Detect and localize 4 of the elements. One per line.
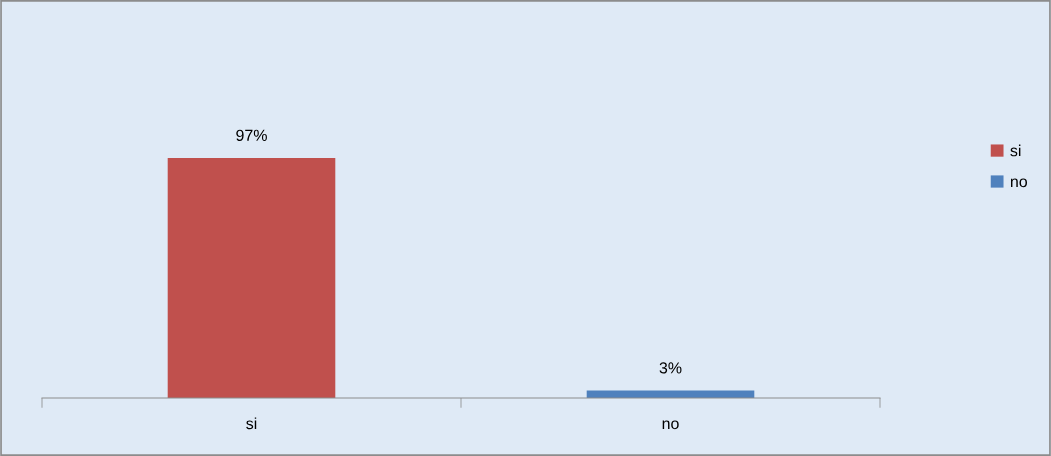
data-label: 97% — [236, 129, 267, 141]
legend-label: no — [1010, 178, 1028, 188]
legend-label: si — [1010, 144, 1021, 157]
data-label: 3% — [659, 362, 682, 374]
